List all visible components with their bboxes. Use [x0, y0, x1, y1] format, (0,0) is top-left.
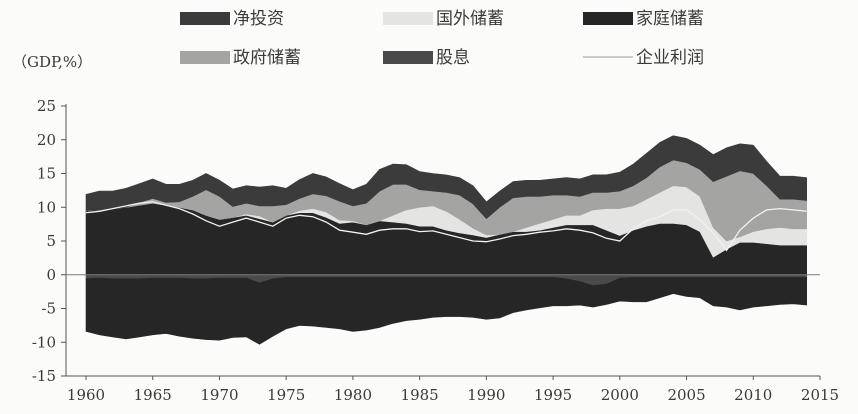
legend-item-government-savings: 政府储蓄 — [180, 48, 301, 68]
line-corporate-profit — [85, 201, 807, 252]
x-tick-label: 1965 — [134, 386, 172, 404]
legend-label: 股息 — [436, 48, 470, 68]
x-tick-label: 1970 — [200, 386, 238, 404]
y-tick-label: 5 — [46, 232, 56, 250]
y-tick-label: 15 — [37, 165, 56, 183]
plot-area — [85, 135, 807, 345]
y-unit-label: （GDP,%） — [12, 53, 92, 71]
legend-label: 国外储蓄 — [436, 9, 504, 29]
x-tick-label: 1960 — [67, 386, 105, 404]
legend-item-corporate-profit-line: 企业利润 — [583, 48, 704, 68]
legend-item-dividends: 股息 — [383, 48, 470, 68]
legend-item-foreign-savings: 国外储蓄 — [383, 9, 504, 29]
legend-swatch — [180, 12, 230, 25]
area-net-investment-positive — [85, 135, 807, 220]
y-tick-label: -5 — [41, 300, 56, 318]
legend-swatch — [383, 51, 433, 64]
y-tick-label: 10 — [37, 198, 56, 216]
legend-swatch — [180, 51, 230, 64]
legend-item-household-savings: 家庭储蓄 — [583, 9, 704, 29]
y-tick-label: 25 — [37, 97, 56, 115]
y-tick-label: 0 — [46, 266, 56, 284]
legend-item-net-investment: 净投资 — [180, 9, 284, 29]
x-tick-label: 2015 — [801, 386, 839, 404]
x-tick-label: 2000 — [601, 386, 639, 404]
legend-swatch — [583, 12, 633, 25]
y-tick-label: -10 — [32, 333, 56, 351]
legend-swatch — [383, 12, 433, 25]
y-tick-label: 20 — [37, 131, 56, 149]
legend-label: 企业利润 — [636, 48, 704, 68]
x-tick-label: 2005 — [667, 386, 705, 404]
legend-label: 政府储蓄 — [233, 48, 301, 68]
legend-label: 家庭储蓄 — [636, 9, 704, 29]
y-tick-label: -15 — [32, 367, 56, 385]
x-tick-label: 1980 — [334, 386, 372, 404]
x-tick-label: 1985 — [401, 386, 439, 404]
area-household-savings-negative — [85, 277, 807, 345]
x-tick-label: 1990 — [467, 386, 505, 404]
x-tick-label: 1995 — [534, 386, 572, 404]
x-tick-label: 1975 — [267, 386, 305, 404]
x-tick-label: 2010 — [734, 386, 772, 404]
legend-label: 净投资 — [233, 9, 284, 29]
